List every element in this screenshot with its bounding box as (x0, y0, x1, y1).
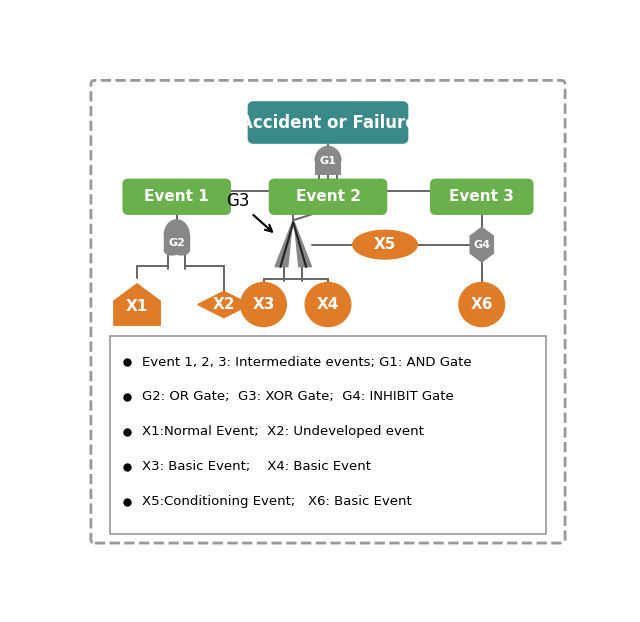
Polygon shape (275, 223, 292, 267)
Polygon shape (164, 220, 189, 235)
Polygon shape (470, 228, 493, 262)
FancyBboxPatch shape (248, 101, 408, 144)
Circle shape (459, 282, 504, 327)
Polygon shape (164, 235, 189, 250)
Text: X5:Conditioning Event;   X6: Basic Event: X5:Conditioning Event; X6: Basic Event (142, 495, 412, 508)
Text: X3: Basic Event;    X4: Basic Event: X3: Basic Event; X4: Basic Event (142, 460, 371, 473)
FancyBboxPatch shape (122, 179, 231, 215)
Polygon shape (114, 284, 160, 325)
FancyBboxPatch shape (110, 336, 547, 534)
Circle shape (241, 282, 286, 327)
FancyBboxPatch shape (430, 179, 534, 215)
Text: Event 1, 2, 3: Intermediate events; G1: AND Gate: Event 1, 2, 3: Intermediate events; G1: … (142, 356, 472, 368)
Text: Event 1: Event 1 (145, 189, 209, 204)
Text: Event 3: Event 3 (449, 189, 514, 204)
Text: X1: X1 (126, 299, 148, 313)
Polygon shape (198, 291, 250, 318)
Text: G1: G1 (319, 156, 337, 166)
Text: G4: G4 (473, 239, 490, 249)
Polygon shape (164, 250, 180, 255)
Text: X1:Normal Event;  X2: Undeveloped event: X1:Normal Event; X2: Undeveloped event (142, 425, 424, 439)
Text: X3: X3 (252, 297, 275, 312)
Text: X2: X2 (212, 297, 235, 312)
Circle shape (305, 282, 351, 327)
Text: G2: G2 (168, 238, 185, 248)
Text: X4: X4 (317, 297, 339, 312)
FancyBboxPatch shape (269, 179, 387, 215)
Text: X5: X5 (374, 237, 396, 252)
Text: G2: OR Gate;  G3: XOR Gate;  G4: INHIBIT Gate: G2: OR Gate; G3: XOR Gate; G4: INHIBIT G… (142, 391, 454, 404)
Text: Accident or Failure: Accident or Failure (240, 114, 416, 131)
Text: X6: X6 (470, 297, 493, 312)
Ellipse shape (353, 230, 417, 259)
Text: G3: G3 (227, 192, 272, 231)
FancyBboxPatch shape (315, 161, 341, 175)
Polygon shape (294, 223, 312, 267)
Polygon shape (173, 250, 189, 255)
Polygon shape (315, 147, 341, 161)
Text: Event 2: Event 2 (296, 189, 360, 204)
